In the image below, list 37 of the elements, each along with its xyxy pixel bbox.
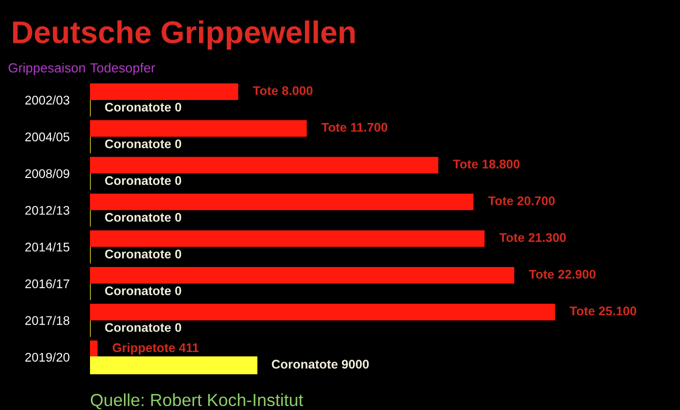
- y-tick-label: 2008/09: [25, 168, 70, 178]
- bar: [90, 340, 98, 358]
- data-label: Tote 11.700: [321, 122, 388, 132]
- chart-title: Deutsche Grippewellen: [13, 20, 355, 50]
- data-label: Grippetote 411: [112, 342, 199, 355]
- bar: [90, 230, 485, 247]
- y-tick-label: 2016/17: [25, 279, 70, 288]
- data-label: Tote 21.300: [499, 233, 566, 242]
- bar: [90, 156, 438, 174]
- bar: [90, 120, 307, 137]
- y-tick-label: 2004/05: [25, 132, 70, 142]
- y-tick-label: 2017/18: [25, 316, 70, 325]
- data-label: Coronatote 0: [105, 212, 182, 222]
- data-label: Coronatote 0: [105, 102, 182, 112]
- y-tick-label: 2012/13: [25, 206, 70, 215]
- x-axis-title: Todesopfer: [90, 62, 156, 76]
- data-label: Coronatote 0: [105, 286, 182, 296]
- data-label: Tote 18.800: [453, 160, 520, 169]
- data-label: Coronatote 0: [105, 250, 182, 258]
- data-label: Coronatote 9000: [272, 360, 369, 369]
- data-label: Tote 20.700: [488, 196, 555, 206]
- data-label: Coronatote 0: [105, 139, 182, 148]
- bar: [90, 194, 474, 210]
- y-tick-label: 2014/15: [25, 242, 70, 252]
- y-axis-title: Grippesaison: [8, 62, 85, 76]
- data-label: Coronatote 0: [105, 323, 182, 332]
- bar: [90, 356, 258, 374]
- data-label: Tote 8.000: [252, 86, 312, 96]
- y-tick-label: 2019/20: [25, 352, 70, 362]
- source-note: Quelle: Robert Koch-Institut: [90, 393, 304, 410]
- data-label: Coronatote 0: [105, 176, 182, 186]
- data-label: Tote 25.100: [570, 306, 636, 316]
- data-label: Tote 22.900: [528, 270, 596, 279]
- bar: [90, 267, 514, 284]
- bar: [90, 83, 238, 100]
- y-tick-label: 2002/03: [25, 95, 70, 105]
- bar: [90, 304, 555, 320]
